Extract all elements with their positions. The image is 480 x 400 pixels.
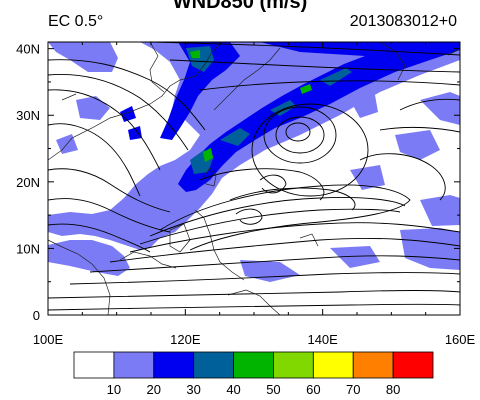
axis-labels: 100E 120E 140E 160E 0 10N 20N 30N 40N — [16, 42, 475, 347]
colorbar-swatch — [153, 351, 195, 379]
map-plot-area — [48, 42, 460, 315]
streamlines — [48, 42, 460, 311]
colorbar-label: 30 — [186, 382, 200, 397]
wind-shading-20-30 — [120, 42, 460, 192]
map-title: WND850 (m/s) — [172, 0, 308, 13]
colorbar-label: 20 — [147, 382, 161, 397]
coastlines — [48, 42, 459, 315]
lat-tick-label: 20N — [16, 175, 40, 190]
lat-tick-label: 30N — [16, 108, 40, 123]
colorbar-label: 50 — [266, 382, 280, 397]
lat-tick-label: 40N — [16, 42, 40, 57]
datetime-label: 2013083012+0 — [349, 13, 457, 30]
wind-shading-10-20 — [48, 42, 460, 282]
lon-tick-label: 140E — [307, 332, 338, 347]
colorbar-swatch — [73, 351, 115, 379]
wind-shading-40-50 — [190, 50, 312, 162]
colorbar-swatch — [113, 351, 155, 379]
colorbar-label: 70 — [346, 382, 360, 397]
colorbar-label: 40 — [226, 382, 240, 397]
lon-tick-label: 160E — [445, 332, 476, 347]
lat-tick-label: 0 — [33, 308, 40, 323]
colorbar-swatch — [233, 351, 274, 379]
colorbar-label: 80 — [386, 382, 400, 397]
colorbar-swatch — [352, 351, 394, 379]
model-label: EC 0.5° — [48, 13, 104, 30]
colorbar-swatch — [312, 351, 354, 379]
lon-tick-label: 120E — [170, 332, 201, 347]
colorbar-swatch — [392, 351, 434, 379]
lat-tick-label: 10N — [16, 241, 40, 256]
colorbar-label: 60 — [306, 382, 320, 397]
colorbar-swatch — [193, 351, 234, 379]
lon-tick-label: 100E — [33, 332, 64, 347]
colorbar: 10 20 30 40 50 60 70 80 — [73, 351, 434, 397]
colorbar-swatch — [273, 351, 314, 379]
colorbar-label: 10 — [107, 382, 121, 397]
axis-ticks — [47, 42, 461, 316]
